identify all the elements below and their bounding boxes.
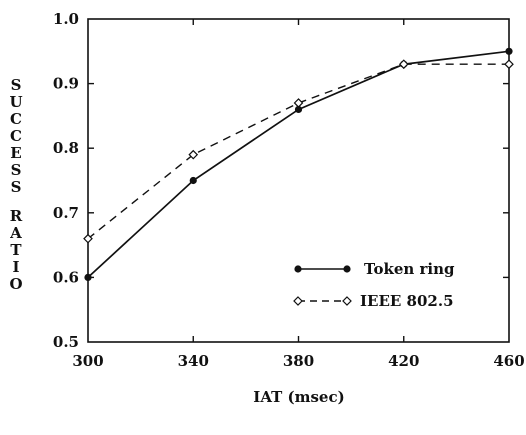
x-tick-label: 340 — [178, 352, 209, 370]
data-point-ieee-802-5 — [504, 59, 514, 70]
legend-marker-ieee-802-5-end — [342, 296, 352, 306]
data-point-token-ring — [189, 176, 197, 185]
series-line-token-ring — [87, 50, 510, 279]
y-tick-label: 0.7 — [53, 204, 79, 222]
x-axis-ticks: 300 340 380 420 460 — [72, 19, 525, 370]
legend-entry-token-ring: Token ring — [294, 260, 455, 278]
y-tick-label: 0.9 — [53, 75, 79, 93]
x-tick-label: 460 — [493, 352, 524, 370]
series-layer — [83, 47, 514, 281]
data-point-ieee-802-5 — [293, 98, 304, 108]
y-tick-label: 0.5 — [53, 333, 79, 351]
legend-marker-ieee-802-5-start — [293, 296, 303, 306]
y-axis-ticks: 0.5 0.6 0.7 0.8 0.9 1.0 — [53, 10, 509, 351]
data-point-token-ring — [294, 105, 303, 114]
legend-label-token-ring: Token ring — [364, 260, 455, 278]
data-point-token-ring — [84, 273, 92, 281]
data-point-token-ring — [505, 47, 513, 55]
series-line-ieee-802-5 — [87, 63, 509, 240]
y-tick-label: 0.6 — [53, 268, 79, 286]
data-point-ieee-802-5 — [398, 59, 409, 70]
x-tick-label: 420 — [388, 352, 419, 370]
y-tick-label: 0.8 — [53, 139, 79, 157]
legend-entry-ieee-802-5: IEEE 802.5 — [293, 292, 454, 310]
legend-marker-token-ring-end — [343, 265, 351, 273]
data-point-ieee-802-5 — [188, 149, 199, 160]
x-axis-title: IAT (msec) — [253, 388, 344, 406]
x-tick-label: 300 — [72, 352, 103, 370]
x-tick-label: 380 — [283, 352, 314, 370]
legend-label-ieee-802-5: IEEE 802.5 — [360, 292, 454, 310]
y-tick-label: 1.0 — [53, 10, 79, 28]
data-point-ieee-802-5 — [83, 233, 93, 244]
legend: Token ring IEEE 802.5 — [293, 260, 455, 310]
legend-marker-token-ring-start — [294, 265, 302, 273]
